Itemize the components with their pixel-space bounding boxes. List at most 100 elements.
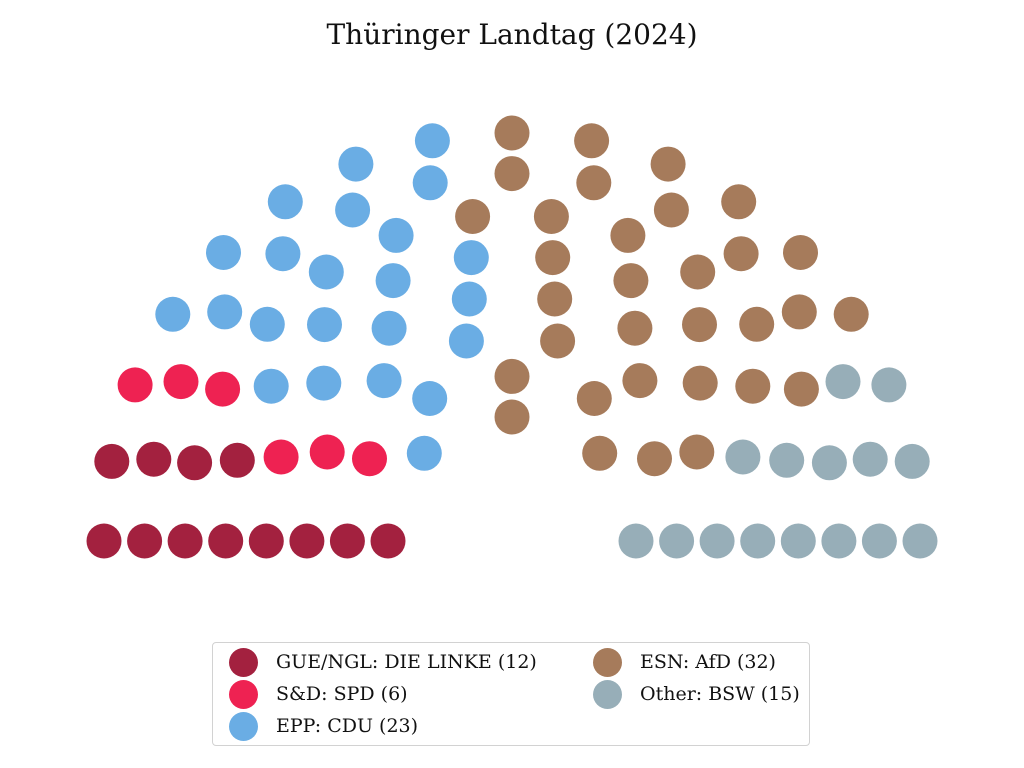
seat-cdu-33 [335, 192, 371, 228]
seat-bsw-74 [825, 364, 861, 400]
legend-item-bsw: Other: BSW (15) [593, 679, 800, 709]
legend-swatch-afd [593, 647, 622, 677]
seat-afd-60 [680, 254, 716, 290]
seat-afd-57 [576, 381, 612, 416]
seat-cdu-22 [306, 365, 342, 401]
seat-afd-66 [739, 306, 775, 342]
seat-bsw-82 [659, 523, 695, 559]
seat-spd-14 [117, 367, 153, 403]
seat-linke-7 [127, 523, 163, 559]
seat-cdu-28 [265, 236, 301, 272]
seat-bsw-79 [852, 441, 888, 477]
seat-cdu-31 [412, 381, 448, 416]
legend-label-linke: GUE/NGL: DIE LINKE (12) [276, 651, 537, 673]
seat-afd-48 [535, 240, 571, 276]
seat-linke-9 [94, 443, 130, 479]
seat-afd-63 [682, 307, 717, 343]
seat-bsw-83 [699, 523, 735, 559]
seat-cdu-37 [448, 323, 484, 359]
seat-bsw-84 [740, 523, 776, 559]
seat-cdu-19 [253, 368, 289, 404]
seat-afd-49 [537, 281, 573, 317]
seat-cdu-23 [249, 306, 285, 342]
seat-bsw-76 [725, 439, 761, 475]
seat-cdu-35 [338, 146, 374, 182]
legend-item-spd: S&D: SPD (6) [229, 679, 408, 709]
seat-spd-16 [163, 364, 199, 400]
seat-bsw-85 [780, 523, 816, 559]
seat-linke-10 [136, 441, 172, 477]
seat-afd-71 [637, 441, 672, 477]
seat-afd-51 [540, 323, 576, 359]
seat-cdu-29 [308, 254, 344, 290]
seat-afd-45 [494, 156, 530, 192]
legend: GUE/NGL: DIE LINKE (12) S&D: SPD (6) EPP… [212, 642, 810, 746]
seat-afd-43 [494, 399, 530, 435]
seat-cdu-25 [206, 235, 241, 270]
seat-afd-55 [613, 263, 649, 299]
legend-label-cdu: EPP: CDU (23) [276, 715, 419, 737]
legend-item-linke: GUE/NGL: DIE LINKE (12) [229, 647, 537, 677]
seat-linke-12 [219, 442, 255, 478]
seat-linke-5 [208, 523, 244, 559]
seat-afd-72 [783, 371, 819, 407]
seat-afd-69 [833, 296, 869, 332]
seat-afd-68 [781, 294, 817, 330]
chart-title: Thüringer Landtag (2024) [326, 18, 698, 51]
seat-cdu-24 [406, 435, 442, 471]
seat-cdu-41 [453, 240, 489, 276]
legend-label-afd: ESN: AfD (32) [640, 651, 776, 673]
seat-linke-4 [248, 523, 284, 559]
seat-cdu-32 [371, 310, 407, 346]
seat-afd-61 [622, 363, 658, 399]
seat-cdu-26 [307, 307, 342, 343]
seat-afd-46 [494, 115, 530, 151]
seat-cdu-36 [378, 217, 414, 253]
seat-afd-47 [533, 199, 569, 234]
seat-cdu-30 [267, 184, 303, 220]
seat-cdu-34 [375, 263, 411, 299]
seat-afd-58 [617, 310, 653, 346]
seat-linke-3 [289, 523, 325, 559]
seat-cdu-38 [412, 165, 448, 201]
seat-afd-59 [721, 184, 757, 220]
legend-item-cdu: EPP: CDU (23) [229, 711, 418, 741]
seat-afd-73 [679, 434, 715, 470]
seat-bsw-80 [894, 443, 930, 479]
seat-afd-44 [494, 358, 530, 394]
seat-linke-2 [329, 523, 365, 559]
seat-afd-70 [735, 368, 771, 404]
seat-bsw-87 [861, 523, 897, 559]
seat-bsw-81 [618, 523, 654, 559]
seat-linke-6 [167, 523, 203, 559]
legend-label-bsw: Other: BSW (15) [640, 683, 800, 705]
seat-linke-1 [370, 523, 406, 559]
seat-bsw-75 [871, 367, 907, 403]
seat-bsw-77 [769, 442, 805, 478]
seat-afd-54 [650, 146, 686, 182]
legend-swatch-bsw [593, 679, 622, 709]
seat-bsw-86 [821, 523, 857, 559]
seat-bsw-88 [902, 523, 938, 559]
seat-cdu-39 [414, 123, 450, 159]
legend-swatch-linke [229, 647, 258, 677]
seat-afd-52 [576, 165, 612, 201]
seat-spd-17 [205, 371, 241, 407]
seat-afd-67 [682, 365, 718, 401]
seat-linke-11 [177, 445, 213, 481]
seat-afd-62 [723, 236, 759, 272]
seat-cdu-20 [155, 296, 191, 332]
parliament-chart [86, 115, 938, 559]
seat-bsw-78 [811, 445, 847, 481]
legend-label-spd: S&D: SPD (6) [276, 683, 408, 705]
seat-spd-18 [352, 441, 387, 477]
seat-spd-13 [263, 439, 299, 475]
seat-linke-8 [86, 523, 122, 559]
seat-afd-50 [574, 123, 610, 159]
legend-swatch-spd [229, 679, 258, 709]
seat-cdu-27 [366, 363, 402, 399]
legend-item-afd: ESN: AfD (32) [593, 647, 776, 677]
legend-swatch-cdu [229, 711, 258, 741]
seat-afd-53 [610, 217, 646, 253]
seat-cdu-21 [207, 294, 243, 330]
